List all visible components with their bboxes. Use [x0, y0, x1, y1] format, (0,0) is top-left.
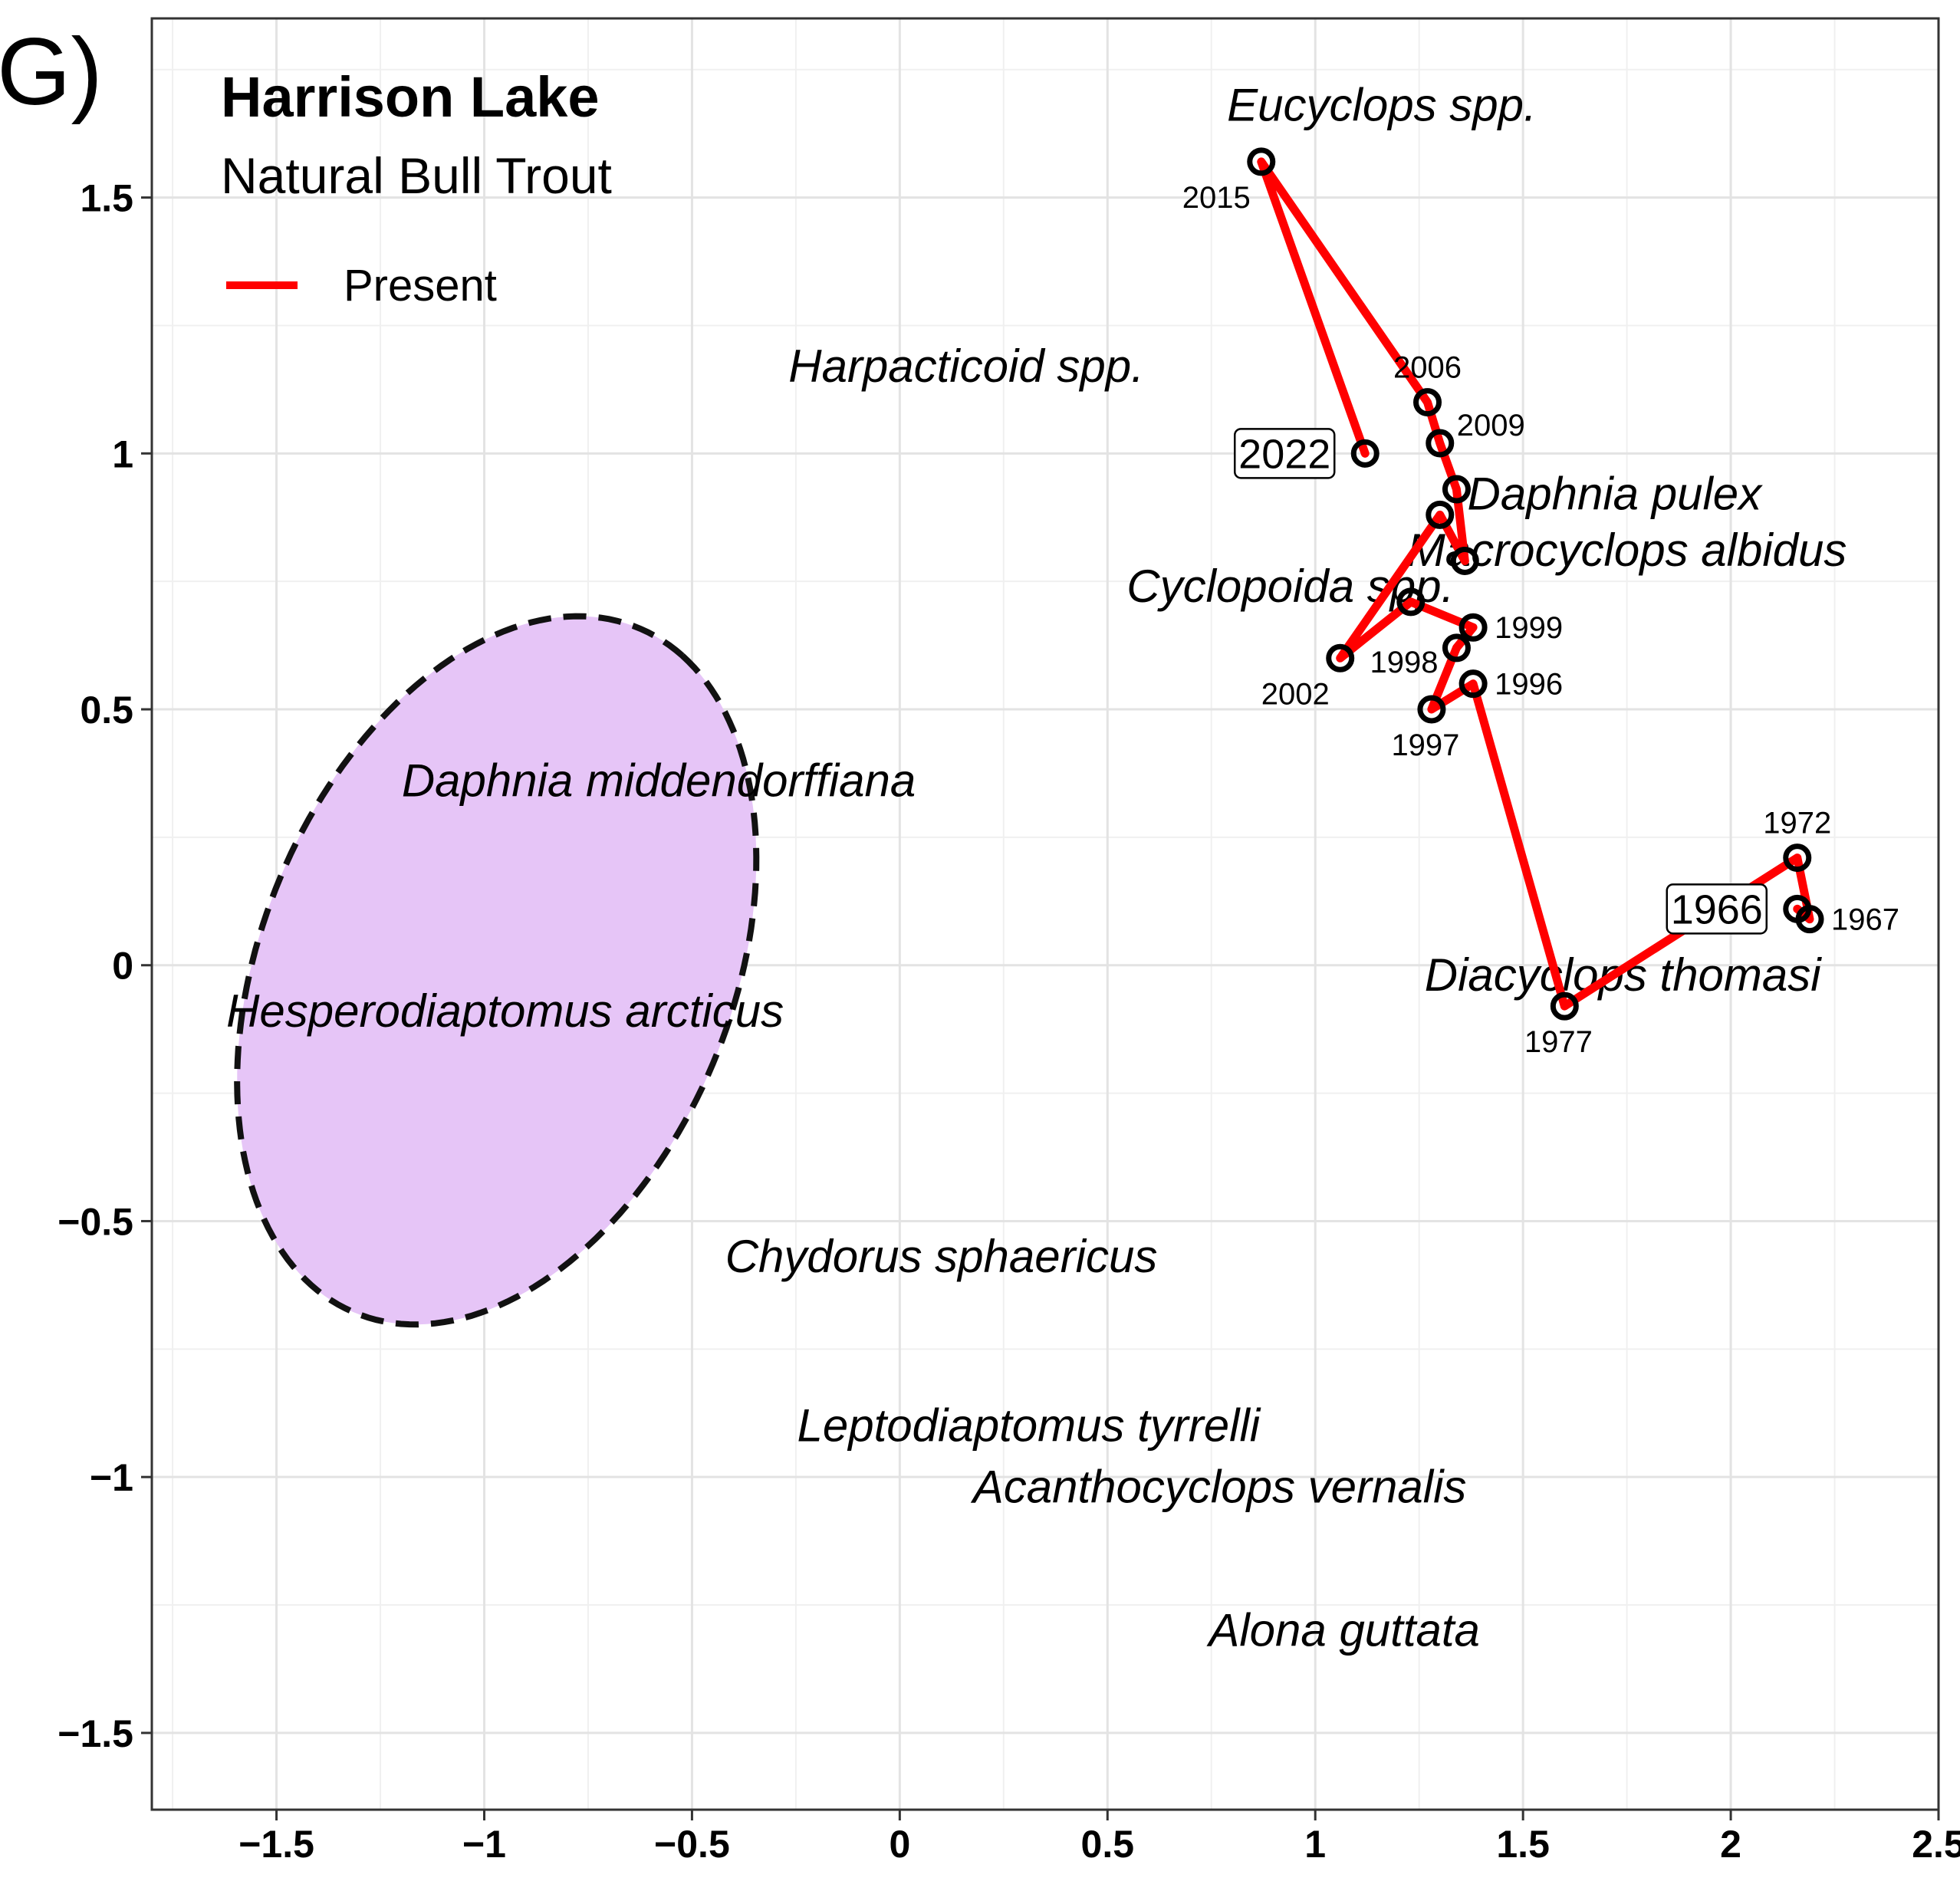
plot-panel-border: [150, 17, 1940, 1811]
trajectory: [1257, 157, 1814, 1011]
data-point: [1426, 429, 1455, 458]
data-point: [1326, 643, 1355, 672]
y-tick-label: 1.5: [80, 177, 133, 220]
y-tick-label: 0.5: [80, 689, 133, 732]
species-label: Diacyclops thomasi: [1425, 949, 1823, 1001]
data-point: [1426, 500, 1455, 529]
species-labels: Eucyclops spp. Harpacticoid spp. Daphnia p…: [226, 79, 1847, 1656]
species-label: Macrocyclops albidus: [1407, 525, 1847, 576]
y-tick-label: 1: [112, 432, 133, 475]
species-label: Alona guttata: [1206, 1604, 1480, 1656]
data-point: [1795, 905, 1824, 934]
trajectory-line: [1257, 157, 1814, 1011]
year-label: 1997: [1391, 728, 1459, 762]
y-tick-label: −1: [90, 1456, 133, 1499]
data-point: [1413, 388, 1442, 417]
year-label: 1967: [1831, 903, 1899, 937]
y-axis-ticks: −1.5 −1 −0.5 0 0.5 1 1.5: [58, 177, 152, 1755]
x-tick-label: 2.5: [1912, 1823, 1960, 1866]
species-label: Daphnia pulex: [1468, 469, 1764, 520]
year-label-box: [1666, 883, 1768, 935]
data-point: [1417, 695, 1446, 724]
data-point: [1458, 613, 1488, 642]
year-label: 1996: [1495, 668, 1563, 702]
x-tick-label: 0.5: [1081, 1823, 1135, 1866]
data-point: [1396, 587, 1426, 617]
species-label: Hesperodiaptomus arcticus: [226, 985, 784, 1037]
species-label: Eucyclops spp.: [1227, 79, 1537, 130]
data-point: [1442, 475, 1471, 504]
year-label: 2006: [1393, 351, 1462, 385]
data-point: [1247, 147, 1276, 176]
x-tick-label: 1: [1304, 1823, 1326, 1866]
y-tick-label: −0.5: [58, 1200, 133, 1243]
group-ellipse: [234, 613, 760, 1328]
species-label: Leptodiaptomus tyrrelli: [797, 1399, 1261, 1451]
year-label: 1966: [1671, 886, 1763, 932]
x-axis-ticks: −1.5 −1 −0.5 0 0.5 1 1.5 2 2.5: [238, 1810, 1960, 1866]
y-tick-label: −1.5: [58, 1712, 133, 1755]
species-label: Acanthocyclops vernalis: [971, 1462, 1467, 1513]
year-label: 2022: [1238, 431, 1330, 477]
year-label: 2009: [1457, 409, 1525, 442]
species-label: Daphnia middendorffiana: [402, 755, 916, 806]
x-tick-label: 0: [889, 1823, 910, 1866]
legend-label-present: Present: [344, 261, 497, 311]
data-point: [1550, 991, 1579, 1021]
data-point: [1350, 439, 1380, 468]
y-tick-label: 0: [112, 945, 133, 988]
year-label: 1999: [1495, 611, 1563, 645]
year-label: 2002: [1261, 677, 1330, 711]
year-label-box: [1233, 428, 1336, 479]
chart-subtitle: Natural Bull Trout: [221, 147, 612, 204]
species-label: Harpacticoid spp.: [788, 340, 1144, 392]
data-point: [1458, 669, 1488, 699]
year-labels: 1966 1967 1972 1977 1996 1997 1998 1999 2002 2009…: [1182, 181, 1899, 1059]
data-point: [1442, 633, 1471, 663]
data-point: [1450, 546, 1479, 575]
year-label: 1998: [1370, 646, 1438, 679]
x-tick-label: −1: [462, 1823, 506, 1866]
x-tick-label: 2: [1720, 1823, 1741, 1866]
data-point: [1783, 843, 1812, 873]
x-tick-label: −1.5: [238, 1823, 314, 1866]
chart-title: Harrison Lake: [221, 65, 600, 129]
x-tick-label: −0.5: [654, 1823, 730, 1866]
year-label: 1972: [1763, 807, 1831, 840]
year-label: 1977: [1524, 1025, 1593, 1059]
panel-label: G): [0, 19, 103, 125]
species-label: Chydorus sphaericus: [725, 1231, 1158, 1282]
ellipse-layer: [234, 613, 760, 1328]
points: [1247, 147, 1824, 1021]
x-tick-label: 1.5: [1496, 1823, 1550, 1866]
minor-grid: [152, 18, 1939, 1810]
year-label: 2015: [1182, 181, 1251, 215]
